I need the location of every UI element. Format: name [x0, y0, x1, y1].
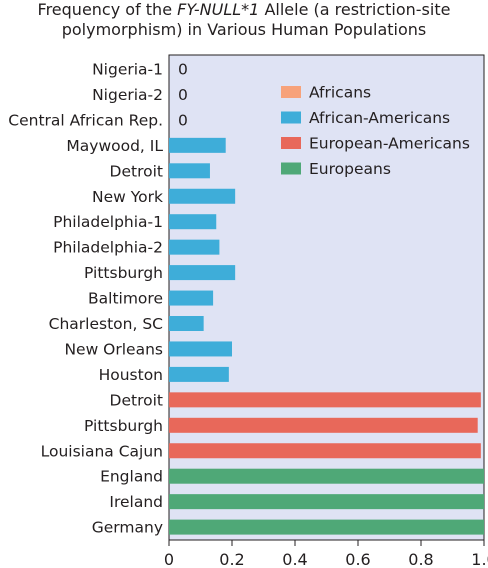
bar-african-americans [169, 239, 220, 255]
category-label: Pittsburgh [84, 417, 163, 435]
bar-african-americans [169, 290, 214, 306]
bar-europeans [169, 494, 484, 510]
title-part-1: Frequency of the [37, 0, 178, 19]
category-label: Detroit [110, 162, 163, 180]
category-label: Ireland [109, 493, 163, 511]
bar-african-americans [169, 163, 210, 179]
value-label: 0 [178, 61, 188, 79]
value-label: 0 [178, 111, 188, 129]
bar-europeans [169, 468, 484, 484]
legend-label: African-Americans [309, 109, 450, 127]
bar-african-americans [169, 214, 217, 230]
bar-african-americans [169, 137, 226, 153]
category-label: New Orleans [64, 340, 163, 358]
category-label: Houston [99, 366, 163, 384]
category-label: Philadelphia-1 [53, 213, 163, 231]
category-label: Baltimore [88, 290, 163, 308]
chart-title-line-2: polymorphism) in Various Human Populatio… [61, 20, 427, 39]
legend-label: European-Americans [309, 135, 470, 153]
bar-african-americans [169, 341, 232, 357]
legend-swatch [281, 111, 301, 124]
category-label: New York [92, 188, 163, 206]
category-label: England [100, 468, 163, 486]
legend-swatch [281, 86, 301, 98]
bar-european-americans [169, 392, 481, 408]
x-tick-label: 0.6 [345, 550, 370, 568]
value-label: 0 [178, 86, 188, 104]
bar-african-americans [169, 316, 204, 331]
bar-african-americans [169, 188, 236, 204]
legend-label: Africans [309, 84, 371, 102]
category-label: Philadelphia-2 [53, 239, 163, 257]
chart-title-line-1: Frequency of the FY-NULL*1 Allele (a res… [0, 0, 488, 20]
category-label: Detroit [110, 391, 163, 409]
bar-african-americans [169, 265, 236, 281]
legend-swatch [281, 137, 301, 149]
category-label: Louisiana Cajun [41, 442, 163, 460]
bar-europeans [169, 519, 484, 535]
bar-african-americans [169, 366, 229, 382]
category-label: Nigeria-1 [92, 61, 163, 79]
title-allele-name: FY-NULL*1 [177, 0, 260, 19]
x-tick-label: 1.0 [471, 550, 488, 568]
legend-label: Europeans [309, 160, 391, 178]
x-tick-label: 0.8 [408, 550, 433, 568]
category-label: Maywood, IL [66, 137, 163, 155]
category-label: Charleston, SC [49, 315, 163, 333]
x-tick-label: 0.4 [282, 550, 307, 568]
x-tick-label: 0.2 [219, 550, 244, 568]
category-label: Nigeria-2 [92, 86, 163, 104]
x-tick-label: 0 [164, 550, 174, 568]
category-label: Pittsburgh [84, 264, 163, 282]
category-label: Germany [92, 519, 163, 537]
plot-area [168, 54, 485, 541]
legend-swatch [281, 162, 301, 175]
title-part-3: Allele (a restriction-site [259, 0, 451, 19]
bar-european-americans [169, 417, 478, 433]
bar-european-americans [169, 443, 481, 459]
category-label: Central African Rep. [8, 111, 163, 129]
